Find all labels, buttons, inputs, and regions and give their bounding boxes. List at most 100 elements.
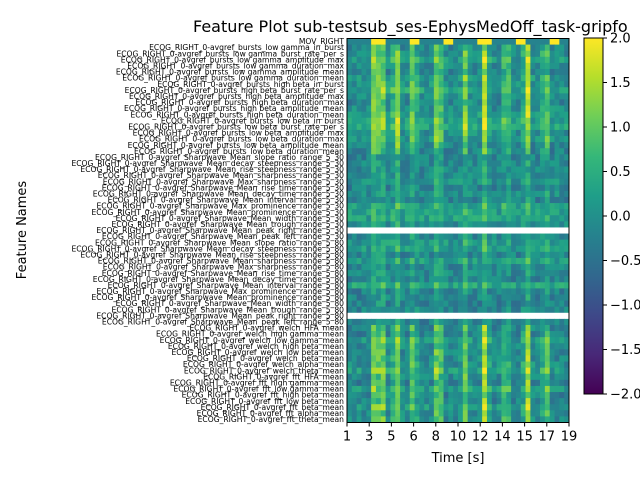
heatmap-cell	[549, 172, 555, 180]
heatmap-cell	[472, 172, 478, 180]
heatmap-cell	[511, 331, 517, 338]
heatmap-cell	[424, 148, 430, 155]
heatmap-cell	[515, 50, 522, 58]
heatmap-cell	[371, 148, 377, 155]
heatmap-cell	[520, 398, 526, 405]
heatmap-cell	[409, 184, 415, 192]
heatmap-cell	[390, 203, 396, 210]
heatmap-cell	[424, 56, 430, 64]
heatmap-cell	[361, 337, 367, 344]
heatmap-cell	[404, 239, 411, 247]
heatmap-cell	[559, 398, 565, 405]
heatmap-cell	[433, 251, 440, 259]
heatmap-cell	[501, 172, 507, 180]
heatmap-cell	[361, 99, 367, 106]
heatmap-cell	[506, 264, 512, 271]
heatmap-cell	[491, 282, 498, 289]
heatmap-cell	[419, 245, 425, 253]
heatmap-cell	[448, 385, 454, 393]
colorbar-tick-label: 1.0	[610, 121, 631, 136]
heatmap-cell	[429, 203, 435, 210]
heatmap-cell	[395, 136, 401, 143]
heatmap-cell	[448, 172, 454, 180]
heatmap-cell	[380, 99, 387, 106]
heatmap-cell	[520, 221, 526, 228]
heatmap-cell	[375, 264, 382, 271]
heatmap-cell	[400, 75, 406, 82]
heatmap-cell	[404, 105, 411, 113]
heatmap-cell	[472, 184, 478, 192]
heatmap-cell	[453, 367, 459, 375]
heatmap-cell	[409, 288, 415, 295]
heatmap-cell	[544, 288, 551, 295]
heatmap-cell	[496, 166, 502, 173]
heatmap-cell	[496, 136, 502, 143]
heatmap-cell	[433, 416, 440, 423]
heatmap-cell	[424, 373, 430, 381]
heatmap-cell	[544, 166, 551, 173]
heatmap-cell	[472, 160, 478, 167]
heatmap-cell	[525, 239, 531, 247]
heatmap-cell	[540, 154, 546, 161]
heatmap-cell	[443, 361, 449, 369]
heatmap-cell	[458, 123, 464, 131]
heatmap-cell	[544, 123, 551, 131]
heatmap-cell	[491, 245, 498, 253]
x-tick-label: 17	[539, 430, 556, 445]
heatmap-cell	[482, 324, 488, 332]
heatmap-cell	[520, 337, 526, 344]
heatmap-cell	[438, 300, 444, 308]
heatmap-cell	[525, 282, 531, 289]
heatmap-cell	[515, 373, 522, 381]
heatmap-cell	[496, 245, 502, 253]
heatmap-cell	[429, 87, 435, 94]
heatmap-cell	[462, 178, 469, 186]
heatmap-cell	[409, 123, 415, 131]
heatmap-cell	[467, 398, 473, 405]
heatmap-cells	[347, 38, 570, 423]
heatmap-cell	[506, 251, 512, 259]
heatmap-cell	[351, 178, 358, 186]
heatmap-cell	[535, 221, 541, 228]
heatmap-cell	[390, 136, 396, 143]
heatmap-cell	[472, 337, 478, 344]
heatmap-cell	[438, 379, 444, 387]
heatmap-cell	[424, 416, 430, 423]
heatmap-cell	[371, 172, 377, 180]
x-tick-label: 14	[494, 430, 511, 445]
heatmap-cell	[404, 355, 411, 362]
heatmap-cell	[433, 270, 440, 277]
heatmap-cell	[462, 331, 469, 338]
heatmap-cell	[453, 416, 459, 423]
heatmap-cell	[472, 75, 478, 82]
heatmap-cell	[361, 172, 367, 180]
heatmap-cell	[491, 93, 498, 100]
heatmap-cell	[486, 392, 493, 399]
heatmap-cell	[404, 50, 411, 58]
heatmap-cell	[467, 239, 473, 247]
heatmap-cell	[400, 257, 406, 265]
heatmap-cell	[535, 318, 541, 326]
heatmap-cell	[356, 288, 362, 295]
heatmap-cell	[477, 44, 483, 52]
heatmap-cell	[429, 343, 435, 350]
heatmap-cell	[544, 416, 551, 423]
heatmap-cell	[540, 331, 546, 338]
heatmap-cell	[400, 361, 406, 369]
heatmap-cell	[491, 233, 498, 241]
heatmap-cell	[385, 38, 391, 45]
feature-label: ECOG_RIGHT_0-avgref_bursts_low beta_dura…	[139, 135, 344, 144]
heatmap-cell	[429, 324, 435, 332]
heatmap-cell	[564, 111, 570, 119]
heatmap-cell	[390, 361, 396, 369]
heatmap-cell	[549, 75, 555, 82]
heatmap-cell	[448, 142, 454, 149]
heatmap-cell	[448, 148, 454, 155]
heatmap-cell	[448, 361, 454, 369]
heatmap-cell	[356, 111, 362, 119]
heatmap-cell	[429, 300, 435, 308]
heatmap-cell	[419, 99, 425, 106]
heatmap-cell	[404, 288, 411, 295]
heatmap-cell	[409, 190, 415, 198]
heatmap-cell	[419, 209, 425, 216]
